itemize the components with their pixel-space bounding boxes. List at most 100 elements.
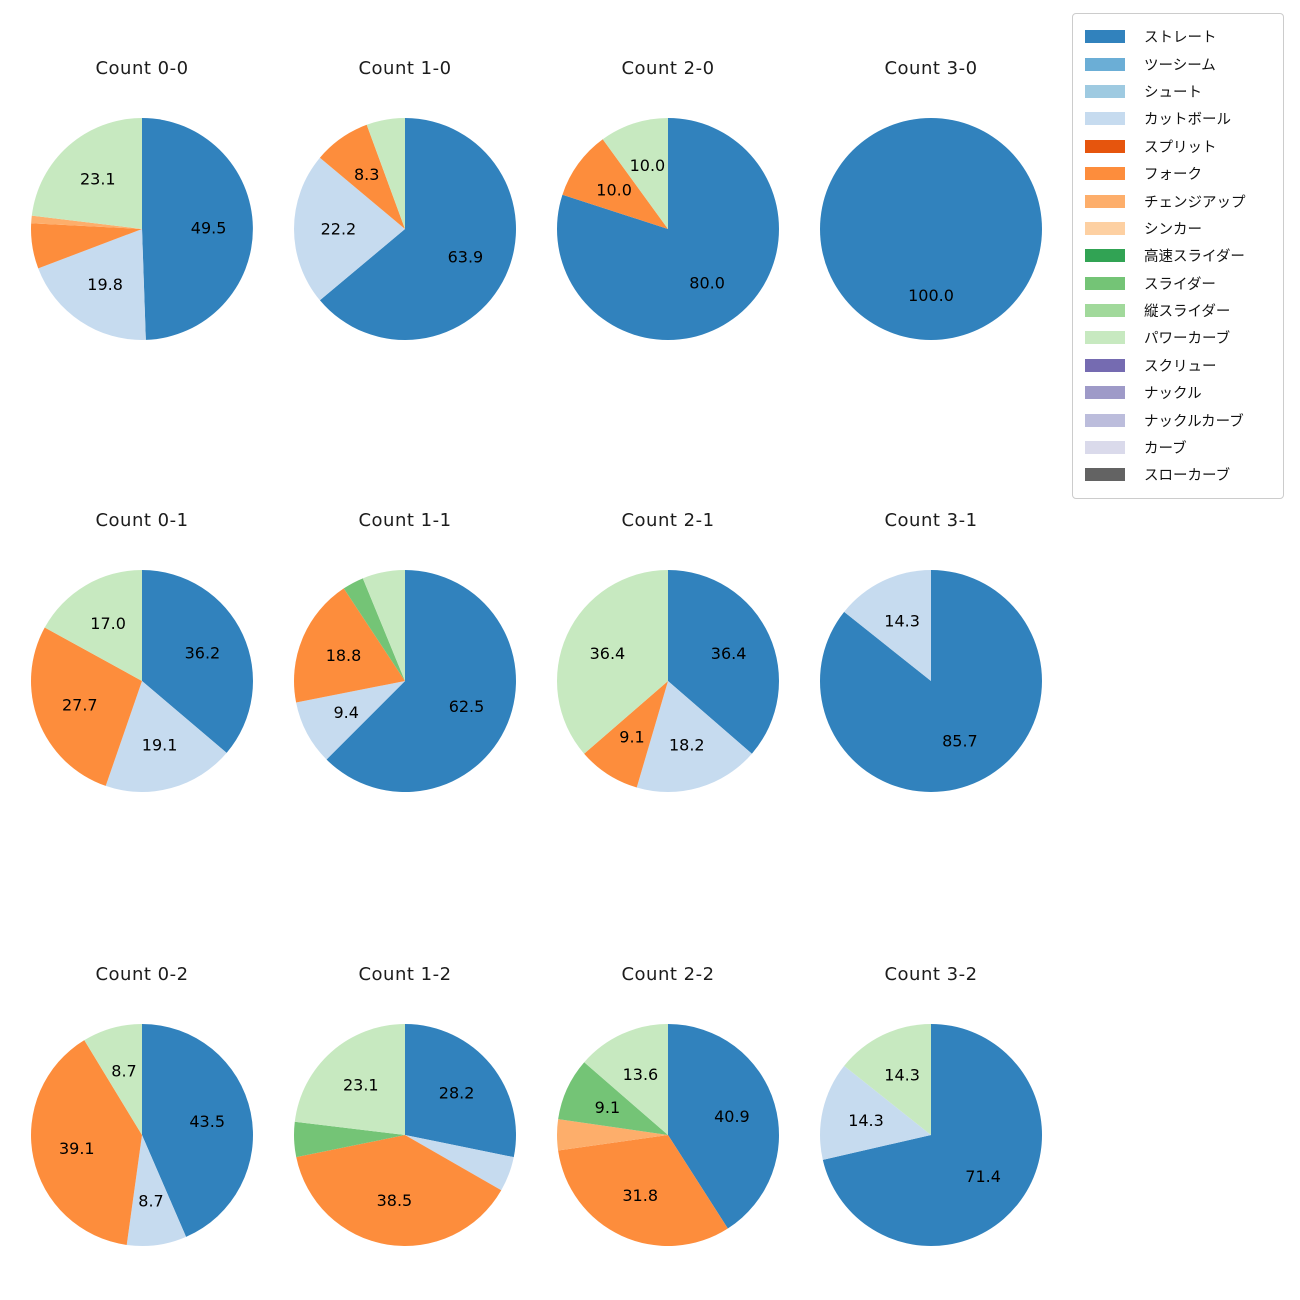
pie-percent-label: 80.0	[689, 273, 725, 292]
pie-slice	[362, 570, 405, 681]
legend-swatch	[1085, 112, 1125, 126]
legend-item-label: パワーカーブ	[1144, 331, 1231, 348]
pie-slice	[294, 157, 405, 301]
pie-chart: 28.2 38.5 23.1	[294, 1024, 516, 1246]
subplot-title: Count 0-2	[95, 964, 189, 985]
legend-swatch	[1085, 276, 1125, 290]
legend-swatch	[1085, 194, 1125, 208]
pie-percent-label: 43.5	[189, 1112, 225, 1131]
pie-slice	[584, 1024, 668, 1135]
legend-item-label: カットボール	[1144, 112, 1231, 129]
pie-percent-label: 39.1	[59, 1139, 95, 1158]
pie-percent-label: 28.2	[439, 1083, 475, 1102]
subplot-title: Count 2-1	[621, 510, 715, 531]
pie-percent-label: 40.9	[714, 1107, 750, 1126]
pie-slice	[562, 139, 668, 229]
pie-percent-label: 71.4	[965, 1167, 1001, 1186]
legend-swatch	[1085, 468, 1125, 482]
legend-item-label: ストレート	[1144, 30, 1217, 47]
pie-percent-label: 9.1	[619, 728, 644, 747]
pie-percent-label: 10.0	[630, 156, 666, 175]
legend-swatch	[1085, 441, 1125, 455]
legend-swatch	[1085, 304, 1125, 318]
legend-swatch	[1085, 331, 1125, 345]
pie-percent-label: 8.7	[111, 1061, 136, 1080]
legend-item: スクリュー	[1085, 352, 1275, 379]
pie-percent-label: 14.3	[884, 1066, 920, 1085]
pie-slice	[296, 1135, 502, 1246]
legend-item-label: ナックル	[1144, 386, 1202, 403]
pie-slice	[294, 588, 405, 703]
legend: ストレートツーシームシュートカットボール スプリットフォークチェンジアップ シンカー…	[1072, 13, 1284, 499]
legend-item-label: シンカー	[1144, 221, 1202, 238]
subplot-title: Count 1-1	[358, 510, 452, 531]
subplot-title: Count 0-1	[95, 510, 189, 531]
pie-percent-label: 27.7	[62, 695, 98, 714]
pie-percent-label: 18.8	[326, 646, 362, 665]
pie-slice	[668, 1024, 779, 1229]
pie-chart: 40.9 31.8 9.113.6	[557, 1024, 779, 1246]
pie-percent-label: 36.4	[590, 644, 626, 663]
pie-percent-label: 8.3	[354, 165, 379, 184]
pie-slice	[844, 1024, 931, 1135]
legend-item: ナックルカーブ	[1085, 406, 1275, 433]
pie-percent-label: 18.2	[669, 735, 705, 754]
pie-slice	[820, 1065, 931, 1160]
legend-item-label: スプリット	[1144, 139, 1217, 156]
pie-chart: 63.9 22.2 8.3	[294, 118, 517, 340]
pie-percent-label: 14.3	[884, 612, 920, 631]
pie-chart: 85.7 14.3	[819, 570, 1042, 792]
pie-slice	[558, 1062, 668, 1135]
pie-slice	[319, 118, 517, 340]
pie-slice	[556, 118, 779, 340]
pie-slice	[142, 570, 253, 753]
pie-slice	[602, 118, 668, 229]
pie-slice	[557, 1119, 668, 1151]
legend-swatch	[1085, 57, 1125, 71]
legend-swatch	[1085, 84, 1125, 98]
legend-item-label: ツーシーム	[1144, 57, 1216, 74]
pie-percent-label: 36.2	[185, 644, 221, 663]
legend-item: チェンジアップ	[1085, 187, 1275, 214]
pie-percent-label: 13.6	[623, 1065, 659, 1084]
pie-chart: 36.2 19.1 27.7 17.0	[31, 570, 253, 792]
legend-swatch	[1085, 413, 1125, 427]
legend-swatch	[1085, 139, 1125, 153]
legend-swatch	[1085, 386, 1125, 400]
pie-percent-label: 63.9	[448, 248, 484, 267]
pie-percent-label: 17.0	[90, 614, 126, 633]
pie-slice	[844, 570, 931, 681]
legend-item-label: スライダー	[1144, 276, 1216, 293]
pie-percent-label: 36.4	[711, 644, 747, 663]
pie-percent-label: 31.8	[622, 1186, 658, 1205]
legend-swatch	[1085, 358, 1125, 372]
pie-slice	[38, 229, 146, 340]
pie-slice	[31, 1040, 143, 1245]
legend-item-label: フォーク	[1144, 167, 1202, 184]
legend-item: スプリット	[1085, 133, 1275, 160]
legend-swatch	[1085, 30, 1125, 44]
legend-item-label: シュート	[1144, 84, 1202, 101]
pie-slice	[31, 627, 142, 786]
pie-percent-label: 38.5	[377, 1191, 413, 1210]
pie-slice	[142, 1024, 253, 1237]
pie-percent-label: 14.3	[848, 1111, 884, 1130]
pie-slice	[294, 1121, 405, 1158]
pie-slice	[822, 1024, 1043, 1246]
pie-slice	[105, 681, 227, 792]
pie-percent-label: 85.7	[942, 732, 978, 751]
pie-slice	[556, 570, 668, 754]
legend-item-label: カーブ	[1144, 441, 1187, 458]
pie-percent-label: 23.1	[343, 1076, 379, 1095]
subplot-title: Count 2-0	[621, 58, 715, 79]
legend-item-label: チェンジアップ	[1144, 194, 1246, 211]
pie-slice	[405, 1024, 516, 1158]
legend-item: スライダー	[1085, 270, 1275, 297]
pie-chart: 71.4 14.3 14.3	[820, 1024, 1043, 1246]
subplot-title: Count 1-2	[358, 964, 452, 985]
pie-percent-label: 10.0	[596, 180, 632, 199]
subplot-title: Count 2-2	[621, 964, 715, 985]
legend-item-label: ナックルカーブ	[1144, 413, 1244, 430]
pie-chart: 62.5 9.4 18.8	[294, 570, 516, 792]
